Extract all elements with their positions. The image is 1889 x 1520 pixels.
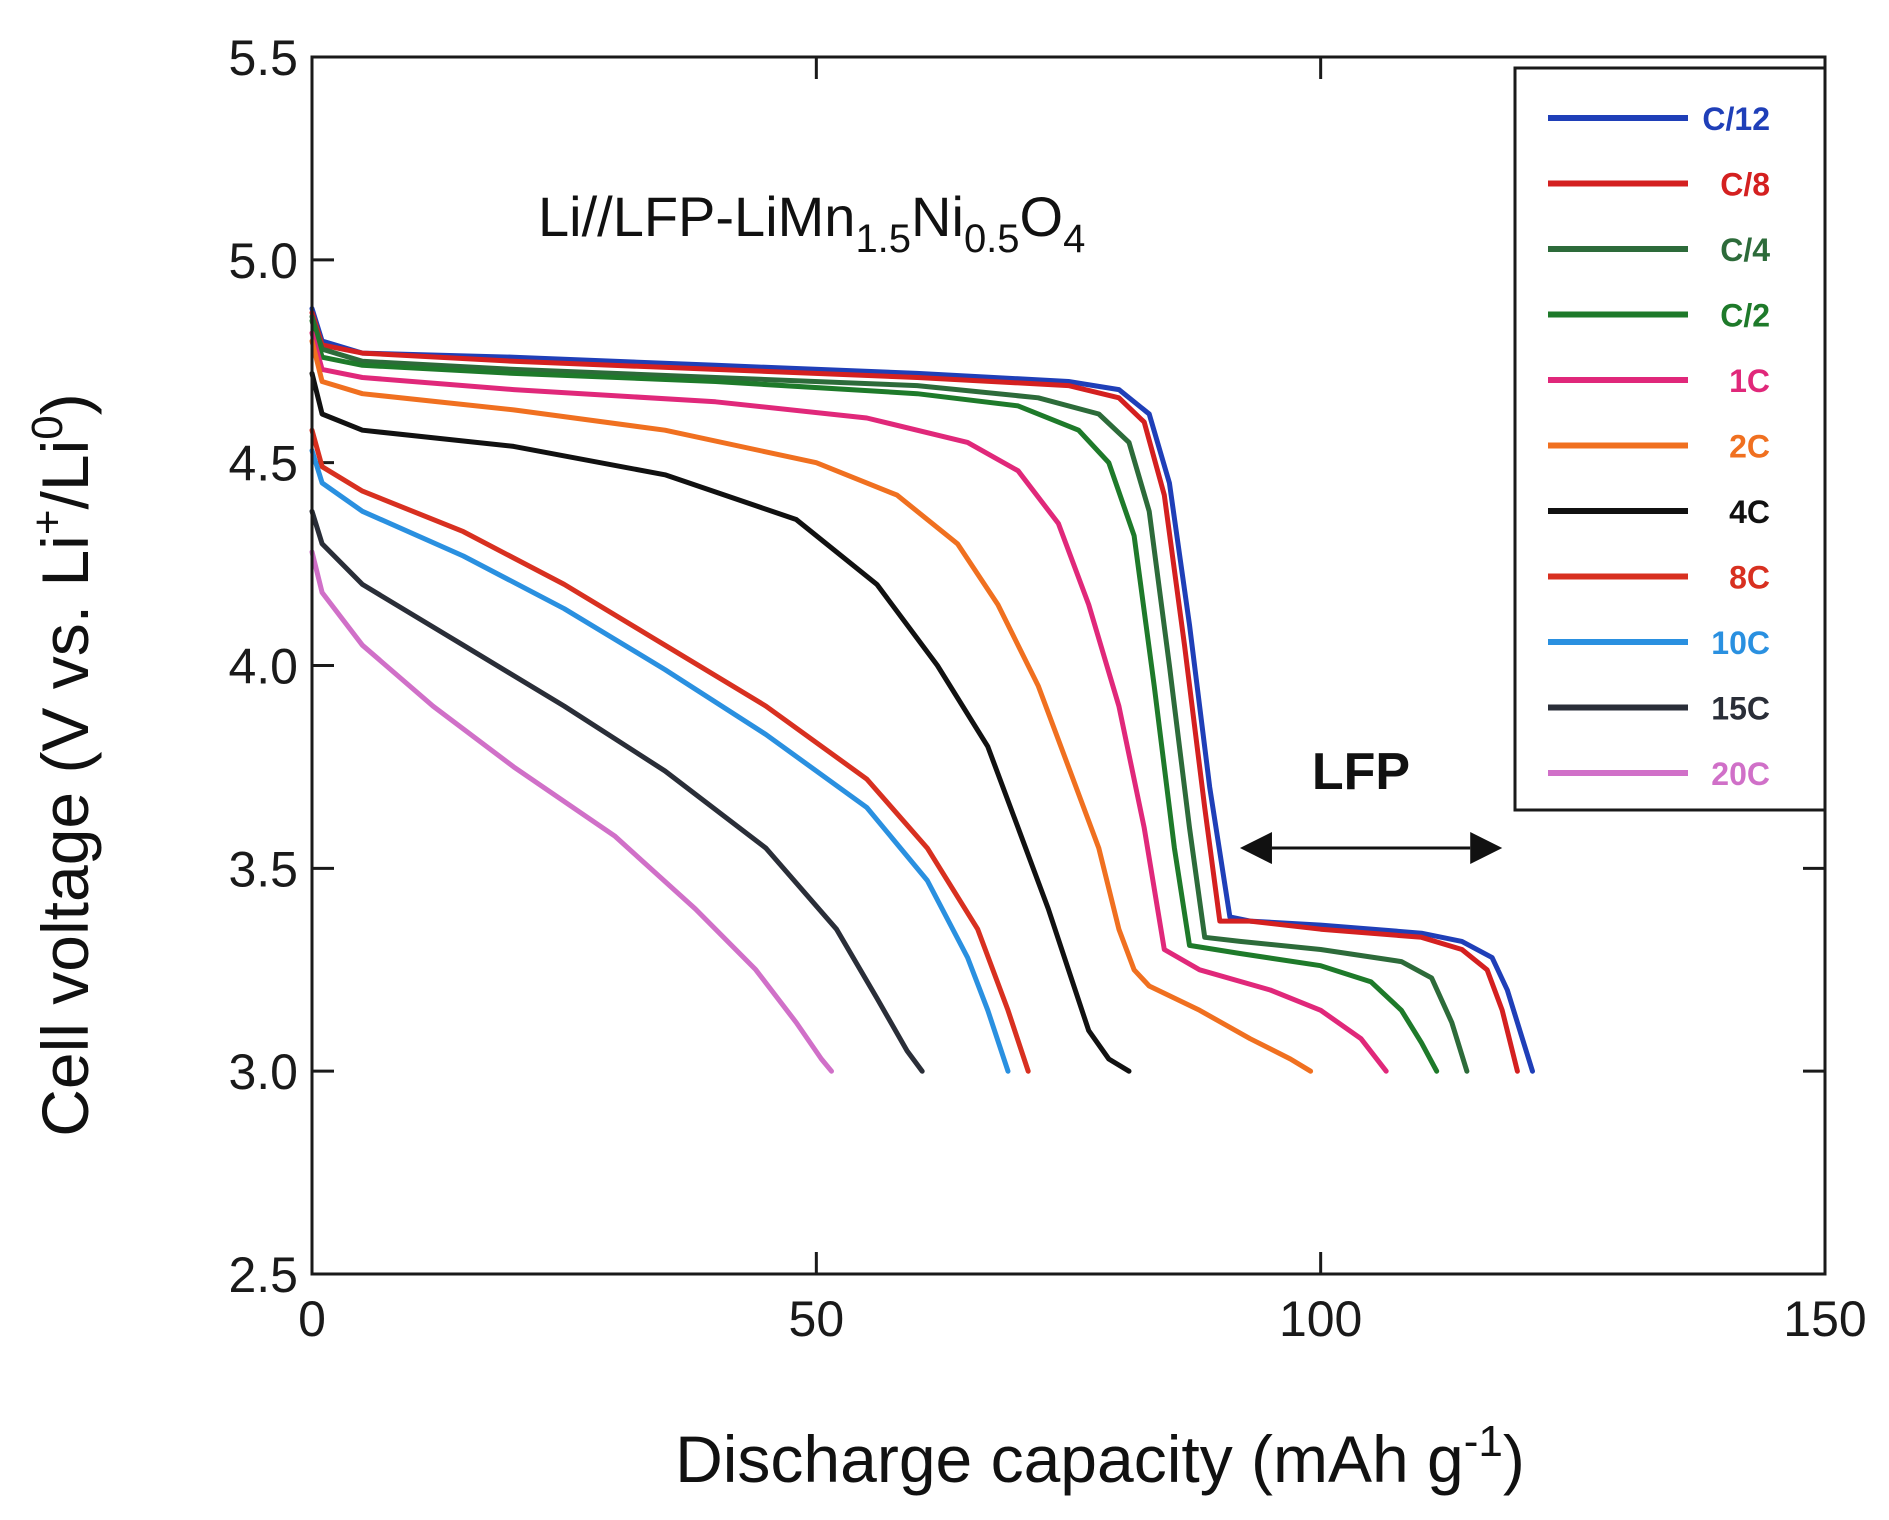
legend-label-2c: 2C <box>1729 429 1770 465</box>
x-axis-title-sup: -1 <box>1464 1417 1503 1466</box>
series-line-8c <box>309 427 1031 1074</box>
legend-label-20c: 20C <box>1711 756 1770 792</box>
legend-label-4c: 4C <box>1729 494 1770 530</box>
legend-label-c-8: C/8 <box>1720 167 1770 203</box>
x-axis-title-tail: ) <box>1503 1422 1525 1496</box>
legend-label-c-12: C/12 <box>1702 101 1770 137</box>
x-tick-label: 100 <box>1279 1291 1362 1347</box>
legend-label-15c: 15C <box>1711 691 1770 727</box>
series-line-20c <box>309 549 834 1074</box>
x-tick-label: 150 <box>1783 1291 1866 1347</box>
chart-title-base: Li//LFP-LiMn <box>538 185 855 248</box>
y-axis-title-mid: /Li <box>28 440 102 510</box>
legend-label-1c: 1C <box>1729 363 1770 399</box>
legend: C/12 C/8 C/4 C/2 1C 2C 4C 8C 10C 15C 20C <box>1513 66 1827 812</box>
lfp-label: LFP <box>1312 743 1410 801</box>
lfp-arrowhead-right <box>1470 832 1503 865</box>
y-tick-label: 5.0 <box>228 233 298 289</box>
y-axis-title-sup2: 0 <box>23 415 72 439</box>
series-line-4c <box>309 370 1132 1074</box>
series-line-c-2 <box>309 318 1440 1074</box>
series-line-1c <box>309 330 1389 1074</box>
legend-items: C/12 C/8 C/4 C/2 1C 2C 4C 8C 10C 15C 20C <box>1548 101 1770 792</box>
series-layer <box>309 306 1535 1074</box>
chart-title-sub3: 4 <box>1063 217 1085 261</box>
x-tick-label: 0 <box>298 1291 326 1347</box>
x-tick-label: 50 <box>789 1291 845 1347</box>
legend-box <box>1513 66 1827 812</box>
series-line-c-12 <box>309 306 1535 1074</box>
y-axis-title-sup1: + <box>23 509 72 535</box>
y-tick-label: 2.5 <box>228 1247 298 1303</box>
legend-label-10c: 10C <box>1711 625 1770 661</box>
chart-title-sub1: 1.5 <box>855 217 911 261</box>
tick-labels: 0 50 100 150 2.5 3.0 3.5 4.0 4.5 5.0 5.5 <box>228 30 1866 1347</box>
y-tick-label: 3.5 <box>228 841 298 897</box>
series-line-10c <box>309 448 1011 1074</box>
y-axis-title: Cell voltage (V vs. Li+/Li0) <box>23 393 102 1136</box>
y-tick-label: 4.5 <box>228 436 298 492</box>
chart-title-mid: Ni <box>911 185 964 248</box>
chart-title: Li//LFP-LiMn1.5Ni0.5O4 <box>538 185 1085 261</box>
legend-label-c-4: C/4 <box>1720 232 1770 268</box>
series-line-2c <box>309 338 1314 1074</box>
x-axis-title-base: Discharge capacity (mAh g <box>675 1422 1464 1496</box>
chart-title-tail: O <box>1020 185 1064 248</box>
y-axis-title-tail: ) <box>28 393 102 415</box>
legend-label-8c: 8C <box>1729 560 1770 596</box>
y-tick-label: 4.0 <box>228 639 298 695</box>
series-line-c-4 <box>309 314 1470 1074</box>
series-line-c-8 <box>309 310 1520 1074</box>
lfp-annotation: LFP <box>1239 743 1503 865</box>
legend-label-c-2: C/2 <box>1720 298 1770 334</box>
y-axis-title-base: Cell voltage (V vs. Li <box>28 535 102 1137</box>
lfp-arrowhead-left <box>1239 832 1272 865</box>
y-tick-label: 3.0 <box>228 1044 298 1100</box>
x-axis-title: Discharge capacity (mAh g-1) <box>675 1417 1525 1496</box>
y-tick-label: 5.5 <box>228 30 298 86</box>
series-line-15c <box>309 508 925 1074</box>
chart-title-sub2: 0.5 <box>964 217 1020 261</box>
